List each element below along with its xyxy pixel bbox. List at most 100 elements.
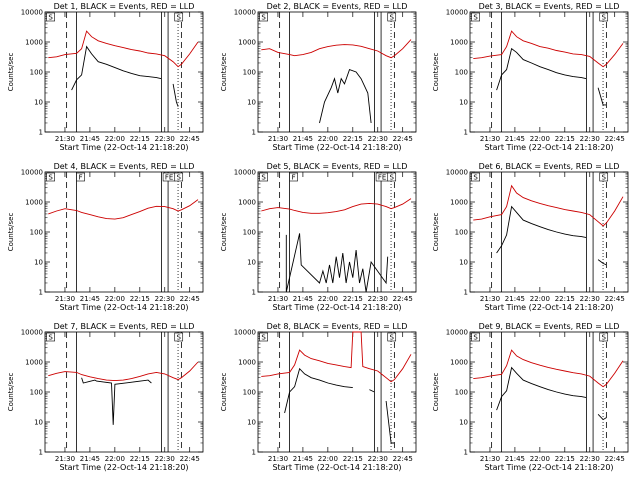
flag-box bbox=[599, 332, 609, 342]
events-line bbox=[172, 83, 179, 107]
x-tick-label: 21:45 bbox=[293, 455, 313, 463]
x-tick-label: 22:15 bbox=[555, 135, 575, 143]
y-tick-label: 100 bbox=[30, 69, 43, 77]
x-tick-label: 21:45 bbox=[293, 135, 313, 143]
y-axis-label: Counts/sec bbox=[432, 53, 440, 92]
x-axis-label: Start Time (22-Oct-14 21:18:20) bbox=[272, 463, 401, 472]
y-tick-label: 1 bbox=[464, 289, 468, 297]
panel-8: Det 8, BLACK = Events, RED = LLD 1 10 100 10… bbox=[220, 322, 417, 472]
x-tick-label: 22:30 bbox=[155, 295, 175, 303]
flag-box bbox=[46, 12, 55, 22]
y-tick-label: 1000 bbox=[450, 359, 468, 367]
x-axis-label: Start Time (22-Oct-14 21:18:20) bbox=[272, 303, 401, 312]
y-tick-label: 1 bbox=[39, 289, 43, 297]
x-axis-label: Start Time (22-Oct-14 21:18:20) bbox=[59, 463, 188, 472]
flag-label: S bbox=[389, 334, 394, 342]
events-line bbox=[71, 45, 162, 91]
flag-box bbox=[259, 172, 268, 182]
panel-9: Det 9, BLACK = Events, RED = LLD 1 10 100 10… bbox=[432, 322, 629, 472]
lld-line bbox=[473, 184, 624, 227]
x-tick-label: 21:45 bbox=[80, 455, 100, 463]
events-line bbox=[369, 389, 375, 393]
y-axis-label: Counts/sec bbox=[220, 213, 228, 252]
flag-label: S bbox=[473, 334, 478, 342]
x-tick-label: 22:45 bbox=[605, 455, 625, 463]
flag-box bbox=[46, 332, 55, 342]
x-tick-label: 22:00 bbox=[530, 455, 550, 463]
events-line bbox=[496, 205, 587, 254]
x-tick-label: 22:30 bbox=[368, 295, 388, 303]
x-tick-label: 22:15 bbox=[555, 295, 575, 303]
y-tick-label: 100 bbox=[455, 389, 468, 397]
panel-3: Det 3, BLACK = Events, RED = LLD 1 10 100 10… bbox=[432, 2, 629, 152]
x-tick-label: 21:30 bbox=[480, 455, 500, 463]
panel-4: Det 4, BLACK = Events, RED = LLD 1 10 100 10… bbox=[7, 162, 204, 312]
y-tick-label: 100 bbox=[243, 69, 256, 77]
x-tick-label: 22:30 bbox=[580, 295, 600, 303]
flag-box bbox=[46, 172, 55, 182]
plot-frame bbox=[44, 331, 204, 453]
flag-box bbox=[387, 12, 397, 22]
flag-box bbox=[259, 332, 268, 342]
plot-frame bbox=[469, 11, 629, 133]
x-tick-label: 22:15 bbox=[130, 295, 150, 303]
events-line bbox=[496, 366, 587, 411]
flag-label: S bbox=[601, 334, 606, 342]
events-line bbox=[597, 413, 607, 421]
flag-label: S bbox=[48, 334, 53, 342]
x-tick-label: 21:45 bbox=[505, 135, 525, 143]
events-line bbox=[319, 69, 372, 124]
x-tick-label: 21:45 bbox=[293, 295, 313, 303]
flag-label: S bbox=[601, 174, 606, 182]
events-line bbox=[284, 367, 353, 414]
flag-label: S bbox=[389, 174, 394, 182]
flag-label: S bbox=[176, 174, 181, 182]
y-tick-label: 10 bbox=[34, 419, 43, 427]
y-tick-label: 100 bbox=[30, 389, 43, 397]
x-tick-label: 22:45 bbox=[393, 455, 413, 463]
lld-line bbox=[473, 349, 624, 388]
panel-title: Det 1, BLACK = Events, RED = LLD bbox=[54, 2, 195, 11]
panel-title: Det 6, BLACK = Events, RED = LLD bbox=[479, 162, 620, 171]
x-tick-label: 22:30 bbox=[580, 455, 600, 463]
y-tick-label: 1000 bbox=[25, 39, 43, 47]
flag-box bbox=[76, 172, 85, 182]
flag-label: FE bbox=[378, 174, 386, 182]
panel-7: Det 7, BLACK = Events, RED = LLD 1 10 100 10… bbox=[7, 322, 204, 472]
events-line bbox=[385, 400, 395, 444]
panel-6: Det 6, BLACK = Events, RED = LLD 1 10 100 10… bbox=[432, 162, 629, 312]
x-tick-label: 22:00 bbox=[105, 295, 125, 303]
panel-5: Det 5, BLACK = Events, RED = LLD 1 10 100 10… bbox=[220, 162, 417, 312]
lld-line bbox=[261, 198, 412, 214]
y-tick-label: 1 bbox=[39, 449, 43, 457]
y-tick-label: 100 bbox=[243, 389, 256, 397]
y-tick-label: 10000 bbox=[21, 329, 43, 337]
flag-box bbox=[387, 332, 397, 342]
x-tick-label: 22:45 bbox=[393, 135, 413, 143]
y-tick-label: 1000 bbox=[238, 359, 256, 367]
flag-label: S bbox=[473, 174, 478, 182]
x-tick-label: 22:45 bbox=[605, 135, 625, 143]
x-tick-label: 21:45 bbox=[505, 455, 525, 463]
panel-title: Det 8, BLACK = Events, RED = LLD bbox=[267, 322, 408, 331]
lld-line bbox=[261, 39, 412, 59]
flag-label: S bbox=[48, 174, 53, 182]
events-line bbox=[597, 87, 607, 106]
y-axis-label: Counts/sec bbox=[7, 53, 15, 92]
x-tick-label: 22:45 bbox=[180, 135, 200, 143]
flag-box bbox=[471, 172, 480, 182]
flag-box bbox=[289, 172, 298, 182]
y-tick-label: 1 bbox=[252, 129, 256, 137]
x-tick-label: 21:30 bbox=[480, 295, 500, 303]
y-tick-label: 1 bbox=[464, 129, 468, 137]
panel-title: Det 3, BLACK = Events, RED = LLD bbox=[479, 2, 620, 11]
events-line bbox=[496, 47, 587, 91]
x-axis-label: Start Time (22-Oct-14 21:18:20) bbox=[272, 143, 401, 152]
x-tick-label: 21:45 bbox=[80, 295, 100, 303]
panel-title: Det 7, BLACK = Events, RED = LLD bbox=[54, 322, 195, 331]
y-tick-label: 100 bbox=[243, 229, 256, 237]
panel-title: Det 2, BLACK = Events, RED = LLD bbox=[267, 2, 408, 11]
x-tick-label: 22:00 bbox=[105, 455, 125, 463]
lld-line bbox=[261, 331, 412, 383]
x-tick-label: 22:15 bbox=[555, 455, 575, 463]
